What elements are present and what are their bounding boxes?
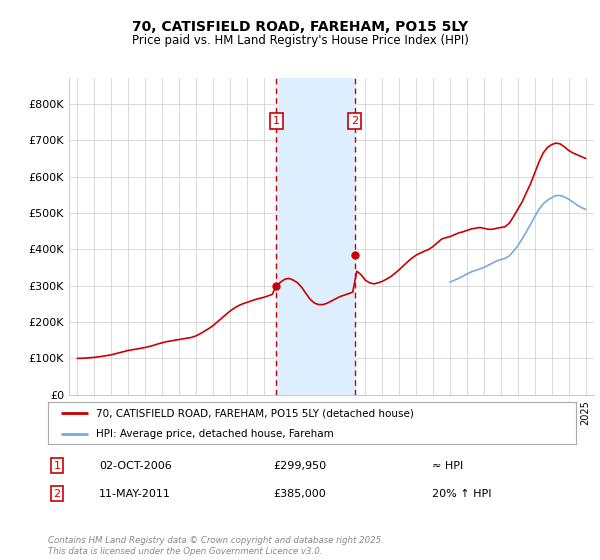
Text: 1: 1 — [273, 116, 280, 126]
Text: 20% ↑ HPI: 20% ↑ HPI — [432, 489, 491, 499]
Text: £385,000: £385,000 — [273, 489, 326, 499]
Text: Contains HM Land Registry data © Crown copyright and database right 2025.
This d: Contains HM Land Registry data © Crown c… — [48, 536, 384, 556]
Text: 02-OCT-2006: 02-OCT-2006 — [99, 461, 172, 471]
Text: ≈ HPI: ≈ HPI — [432, 461, 463, 471]
Text: 11-MAY-2011: 11-MAY-2011 — [99, 489, 171, 499]
Text: 1: 1 — [53, 461, 61, 471]
Text: £299,950: £299,950 — [273, 461, 326, 471]
Text: 70, CATISFIELD ROAD, FAREHAM, PO15 5LY: 70, CATISFIELD ROAD, FAREHAM, PO15 5LY — [132, 20, 468, 34]
Text: HPI: Average price, detached house, Fareham: HPI: Average price, detached house, Fare… — [95, 430, 333, 439]
Text: 70, CATISFIELD ROAD, FAREHAM, PO15 5LY (detached house): 70, CATISFIELD ROAD, FAREHAM, PO15 5LY (… — [95, 408, 413, 418]
Text: 2: 2 — [53, 489, 61, 499]
Bar — [277, 78, 355, 395]
Text: 2: 2 — [351, 116, 358, 126]
Text: Price paid vs. HM Land Registry's House Price Index (HPI): Price paid vs. HM Land Registry's House … — [131, 34, 469, 46]
